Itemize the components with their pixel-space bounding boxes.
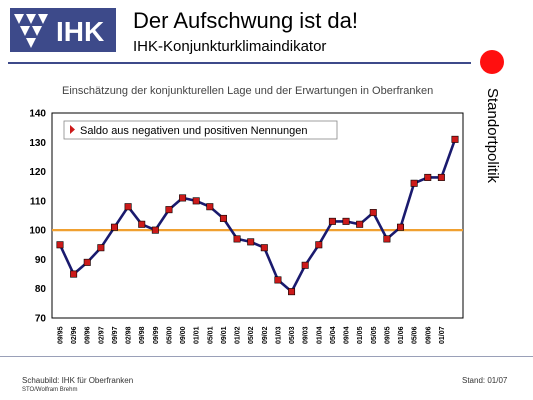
data-point xyxy=(206,203,214,211)
data-point xyxy=(70,270,78,278)
page-title: Der Aufschwung ist da! xyxy=(133,8,359,33)
series-layer xyxy=(56,135,459,296)
data-point xyxy=(165,206,173,214)
footer-date: Stand: 01/07 xyxy=(462,376,508,385)
data-point xyxy=(451,135,459,143)
data-point xyxy=(328,217,336,225)
legend-marker-icon xyxy=(70,125,75,134)
x-tick-label: 01/06 xyxy=(398,326,405,344)
x-tick-label: 01/05 xyxy=(357,326,364,344)
data-point xyxy=(397,223,405,231)
y-tick-label: 80 xyxy=(35,284,47,295)
data-point xyxy=(274,276,282,284)
data-point xyxy=(219,214,227,222)
x-tick-label: 01/04 xyxy=(316,326,323,344)
x-tick-label: 05/01 xyxy=(207,326,214,344)
x-tick-label: 05/03 xyxy=(289,326,296,344)
red-dot-icon xyxy=(480,50,504,74)
data-point xyxy=(97,244,105,252)
data-point xyxy=(179,194,187,202)
x-tick-label: 05/06 xyxy=(412,326,419,344)
x-tick-label: 02/98 xyxy=(126,326,133,344)
x-tick-label: 02/97 xyxy=(98,326,105,344)
data-point xyxy=(383,235,391,243)
tick-labels: 70 80 90 100 110 120 130 140 09/95 02/96 09/96 02/9… xyxy=(29,109,446,345)
x-tick-label: 09/03 xyxy=(303,326,310,344)
x-tick-label: 09/00 xyxy=(180,326,187,344)
data-point xyxy=(260,244,268,252)
x-tick-label: 09/05 xyxy=(384,326,391,344)
y-tick-label: 130 xyxy=(29,138,46,149)
data-point xyxy=(233,235,241,243)
footer-divider xyxy=(0,356,533,357)
data-point xyxy=(342,217,350,225)
y-tick-label: 140 xyxy=(29,109,46,120)
data-point xyxy=(247,238,255,246)
x-tick-label: 05/02 xyxy=(248,326,255,344)
x-tick-label: 09/01 xyxy=(221,326,228,344)
x-tick-label: 01/03 xyxy=(275,326,282,344)
y-tick-label: 120 xyxy=(29,167,46,178)
data-point xyxy=(437,173,445,181)
chart-legend: Saldo aus negativen und positiven Nennun… xyxy=(63,120,338,140)
data-point xyxy=(56,241,64,249)
legend-box xyxy=(63,120,338,140)
legend-label: Saldo aus negativen und positiven Nennun… xyxy=(80,125,308,137)
data-point xyxy=(192,197,200,205)
chart-title: Einschätzung der konjunkturellen Lage un… xyxy=(62,85,434,97)
x-tick-label: 09/97 xyxy=(112,326,119,344)
data-point xyxy=(424,173,432,181)
y-tick-label: 70 xyxy=(35,314,47,325)
x-tick-label: 01/01 xyxy=(194,326,201,344)
y-tick-label: 100 xyxy=(29,226,46,237)
x-tick-label: 09/04 xyxy=(344,326,351,344)
y-tick-label: 110 xyxy=(30,196,47,207)
x-tick-label: 05/05 xyxy=(371,326,378,344)
side-label: Standortpolitik xyxy=(484,88,501,184)
data-point xyxy=(110,223,118,231)
data-point xyxy=(151,226,159,234)
data-point xyxy=(124,203,132,211)
data-point xyxy=(410,179,418,187)
x-tick-label: 09/99 xyxy=(153,326,160,344)
ihk-logo: IHK xyxy=(10,8,116,52)
x-tick-label: 01/02 xyxy=(235,326,242,344)
data-point xyxy=(138,220,146,228)
data-point xyxy=(83,258,91,266)
x-tick-label: 05/00 xyxy=(166,326,173,344)
plot-area xyxy=(51,112,464,319)
x-tick-label: 09/98 xyxy=(139,326,146,344)
chart-axes xyxy=(51,112,464,319)
y-tick-label: 90 xyxy=(35,255,47,266)
footer-author: STO/Wolfram Brehm xyxy=(22,387,78,393)
logo-text: IHK xyxy=(56,16,104,47)
x-tick-label: 09/02 xyxy=(262,326,269,344)
footer-source: Schaubild: IHK für Oberfranken xyxy=(22,376,134,385)
data-point xyxy=(301,261,309,269)
x-tick-label: 05/04 xyxy=(330,326,337,344)
x-tick-label: 09/06 xyxy=(425,326,432,344)
data-point xyxy=(356,220,364,228)
data-point xyxy=(288,288,296,296)
data-point xyxy=(369,209,377,217)
x-tick-label: 02/96 xyxy=(71,326,78,344)
x-tick-label: 01/07 xyxy=(439,326,446,344)
header-divider xyxy=(8,62,471,64)
x-tick-label: 09/95 xyxy=(58,326,65,344)
x-tick-label: 09/96 xyxy=(85,326,92,344)
data-point xyxy=(315,241,323,249)
page-subtitle: IHK-Konjunkturklimaindikator xyxy=(133,38,327,55)
